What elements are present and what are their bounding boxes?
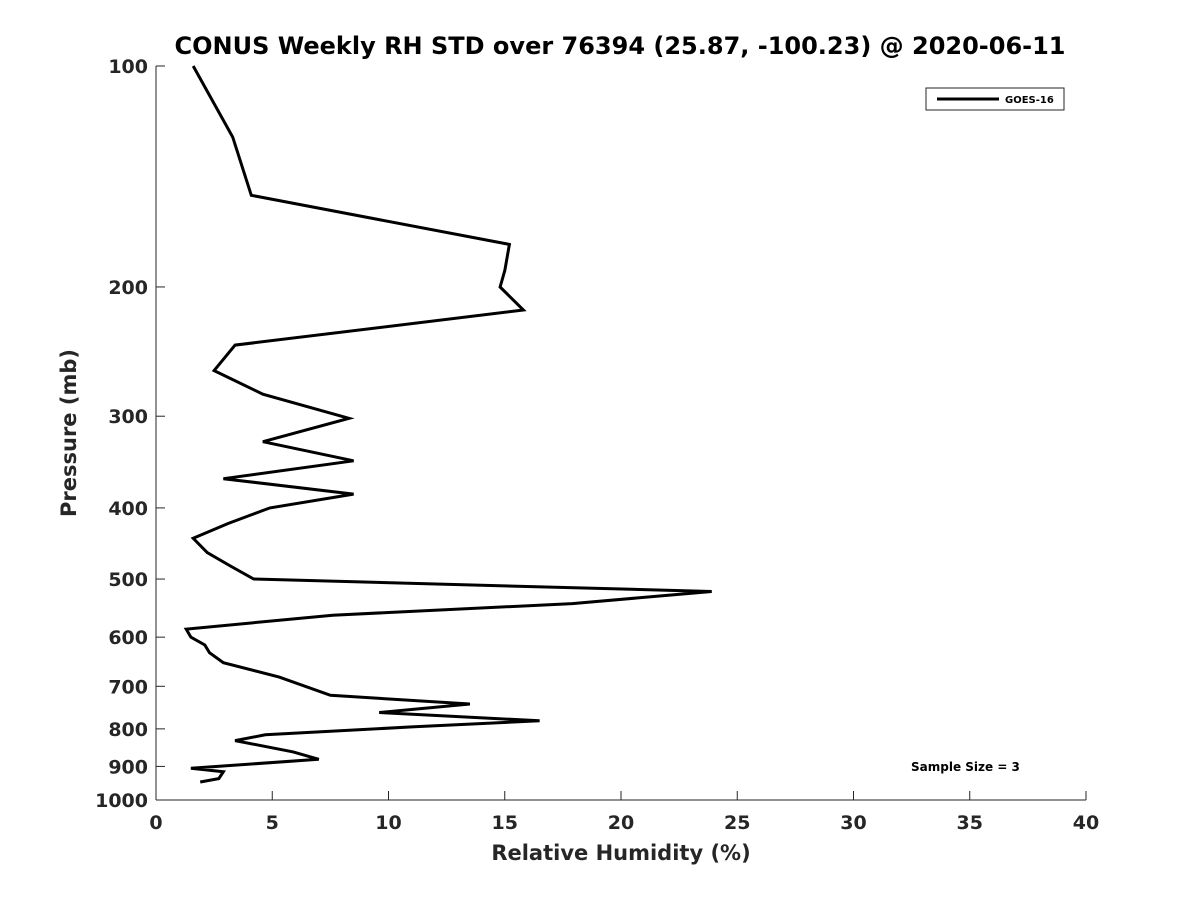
y-tick-label: 300 — [108, 406, 148, 428]
y-tick-label: 400 — [108, 498, 148, 520]
y-tick-label: 700 — [108, 676, 148, 698]
y-tick-label: 100 — [108, 56, 148, 78]
x-tick-label: 15 — [492, 812, 518, 834]
x-tick-label: 20 — [608, 812, 634, 834]
y-tick-label: 1000 — [95, 790, 148, 812]
x-tick-label: 35 — [957, 812, 983, 834]
y-tick-label: 200 — [108, 277, 148, 299]
x-axis-label: Relative Humidity (%) — [491, 841, 750, 865]
x-tick-label: 0 — [149, 812, 162, 834]
x-tick-label: 10 — [375, 812, 401, 834]
x-axis-ticks: 0 5 10 15 20 25 30 35 40 — [149, 791, 1099, 834]
series-line-goes-16 — [183, 65, 712, 784]
x-tick-label: 25 — [724, 812, 750, 834]
y-axis-ticks: 100 200 300 400 500 600 700 800 900 1000 — [95, 56, 165, 812]
sample-size-annotation: Sample Size = 3 — [911, 760, 1020, 774]
y-tick-label: 900 — [108, 756, 148, 778]
legend: GOES-16 — [925, 87, 1065, 111]
y-tick-label: 800 — [108, 719, 148, 741]
y-tick-label: 500 — [108, 569, 148, 591]
x-tick-label: 5 — [266, 812, 279, 834]
y-axis-label: Pressure (mb) — [57, 349, 81, 517]
y-tick-label: 600 — [108, 627, 148, 649]
x-tick-label: 30 — [840, 812, 866, 834]
x-tick-label: 40 — [1073, 812, 1099, 834]
legend-label: GOES-16 — [1005, 95, 1054, 106]
chart-title: CONUS Weekly RH STD over 76394 (25.87, -… — [174, 32, 1065, 60]
